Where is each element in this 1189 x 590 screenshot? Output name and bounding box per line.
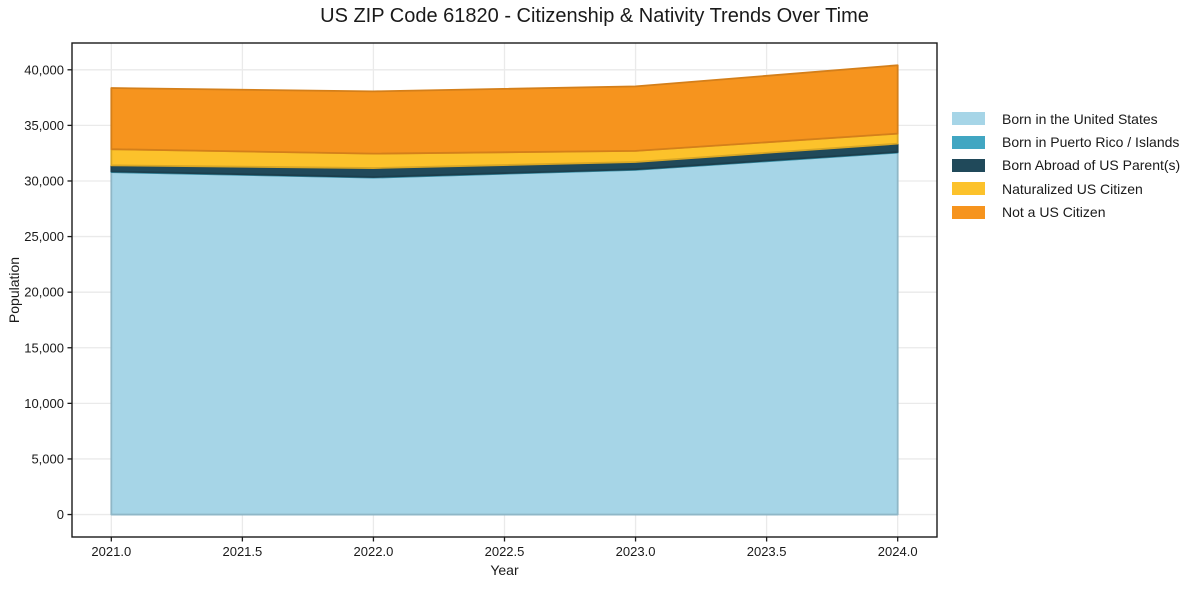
area-born-in-the-united-states bbox=[110, 151, 899, 516]
y-tick-label: 40,000 bbox=[24, 62, 64, 77]
legend-item-not-a-us-citizen: Not a US Citizen bbox=[952, 201, 1180, 224]
legend-swatch-icon bbox=[952, 158, 985, 172]
legend: Born in the United States Born in Puerto … bbox=[952, 107, 1180, 224]
legend-swatch-icon bbox=[952, 205, 985, 219]
x-axis-label: Year bbox=[490, 562, 519, 578]
y-tick-label: 20,000 bbox=[24, 285, 64, 300]
y-tick-label: 15,000 bbox=[24, 340, 64, 355]
legend-label: Born in the United States bbox=[1002, 110, 1158, 127]
y-tick-label: 30,000 bbox=[24, 173, 64, 188]
y-tick-label: 10,000 bbox=[24, 396, 64, 411]
x-tick-label: 2024.0 bbox=[878, 544, 918, 559]
chart-title: US ZIP Code 61820 - Citizenship & Nativi… bbox=[320, 5, 869, 27]
x-tick-label: 2022.0 bbox=[354, 544, 394, 559]
x-tick-label: 2021.5 bbox=[222, 544, 262, 559]
legend-swatch-icon bbox=[952, 112, 985, 126]
y-tick-label: 5,000 bbox=[31, 451, 64, 466]
legend-item-born-abroad-of-us-parent-s: Born Abroad of US Parent(s) bbox=[952, 154, 1180, 177]
x-tick-label: 2023.5 bbox=[747, 544, 787, 559]
legend-swatch-icon bbox=[952, 182, 985, 196]
y-tick-label: 35,000 bbox=[24, 118, 64, 133]
x-tick-label: 2022.5 bbox=[485, 544, 525, 559]
legend-swatch-icon bbox=[952, 135, 985, 149]
x-tick-label: 2021.0 bbox=[91, 544, 131, 559]
legend-item-born-in-the-united-states: Born in the United States bbox=[952, 107, 1180, 130]
legend-label: Born in Puerto Rico / Islands bbox=[1002, 134, 1180, 151]
legend-item-naturalized-us-citizen: Naturalized US Citizen bbox=[952, 177, 1180, 200]
x-tick-label: 2023.0 bbox=[616, 544, 656, 559]
y-axis-label: Population bbox=[6, 256, 22, 324]
area-not-a-us-citizen bbox=[110, 64, 899, 155]
legend-label: Not a US Citizen bbox=[1002, 204, 1106, 221]
legend-label: Naturalized US Citizen bbox=[1002, 180, 1143, 197]
y-tick-label: 25,000 bbox=[24, 229, 64, 244]
legend-item-born-in-puerto-rico-islands: Born in Puerto Rico / Islands bbox=[952, 130, 1180, 153]
y-tick-label: 0 bbox=[57, 507, 64, 522]
legend-label: Born Abroad of US Parent(s) bbox=[1002, 157, 1181, 174]
